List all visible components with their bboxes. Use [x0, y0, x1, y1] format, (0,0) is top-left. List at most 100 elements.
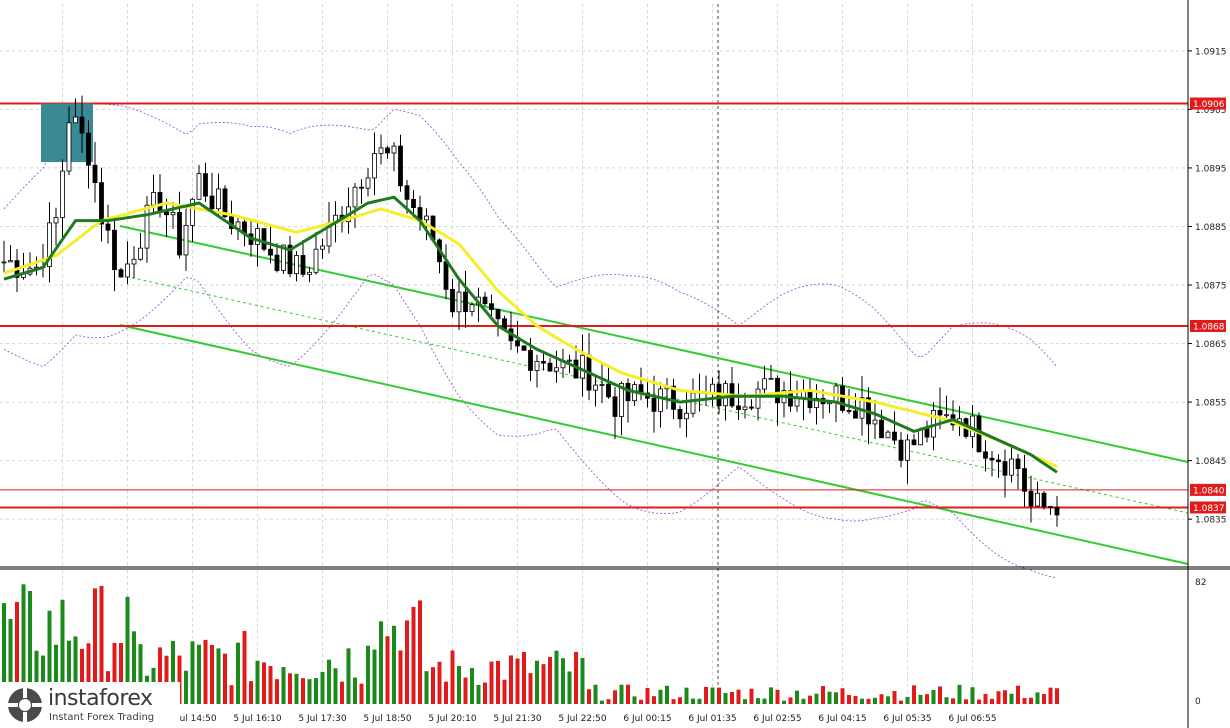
bollinger-lower	[3, 273, 1058, 579]
volume-bar	[593, 684, 598, 704]
volume-bar	[405, 620, 409, 704]
candle-body	[125, 263, 130, 278]
candle-body	[924, 428, 930, 438]
candle-body	[424, 215, 429, 221]
volume-bar	[229, 685, 234, 704]
volume-bar	[665, 685, 669, 704]
volume-bar	[171, 641, 175, 704]
volume-bar	[80, 648, 84, 704]
volume-bar	[951, 698, 955, 704]
candle-body	[300, 255, 306, 275]
volume-bar	[346, 648, 351, 704]
candle-body	[515, 340, 520, 347]
volume-bar	[314, 678, 318, 704]
candle-body	[131, 258, 137, 265]
x-tick-label: 5 Jul 18:50	[363, 714, 412, 724]
candle-body	[60, 170, 65, 218]
candle-body	[885, 431, 891, 439]
moving-averages	[3, 195, 1058, 474]
sma-fast-line	[3, 195, 1058, 474]
volume-bar	[788, 697, 793, 704]
volume-bar	[47, 610, 52, 704]
x-tick-label: 6 Jul 00:15	[623, 714, 671, 724]
candle-body	[268, 248, 273, 256]
volume-min-label: 0	[1195, 697, 1201, 707]
candle-body	[898, 439, 904, 461]
volume-bar	[424, 671, 429, 704]
candle-body	[398, 145, 403, 187]
candle-body	[203, 173, 208, 197]
horizontal-levels	[0, 102, 1188, 509]
volume-bar	[177, 655, 182, 704]
volume-bar	[600, 700, 604, 704]
volume-bar	[301, 678, 305, 704]
volume-bar	[769, 687, 773, 704]
candle-body	[365, 177, 371, 189]
candle-body	[157, 191, 163, 211]
volume-bar	[996, 691, 1001, 704]
candle-body	[521, 345, 527, 351]
volume-bar	[307, 679, 312, 704]
candle-body	[66, 122, 72, 172]
volume-bar	[938, 686, 942, 704]
level-badge	[1190, 319, 1226, 332]
volume-bar	[905, 697, 910, 704]
level-badges: 1.0906 1.0868 1.0840 1.0837	[1190, 97, 1226, 514]
volume-bar	[912, 685, 916, 704]
x-tick-label: 6 Jul 05:35	[883, 714, 931, 724]
candle-body	[762, 378, 767, 390]
candle-body	[378, 147, 384, 154]
volume-bar	[645, 687, 650, 704]
x-tick-label: 5 Jul 20:10	[428, 714, 477, 724]
candle-body	[47, 222, 52, 268]
candle-body	[385, 147, 390, 154]
volume-bar	[606, 699, 611, 704]
y-tick-label: 1.0915	[1195, 47, 1227, 57]
candle-body	[1002, 461, 1008, 476]
volume-bar	[41, 655, 45, 704]
volume-bar	[509, 655, 513, 704]
volume-bar	[743, 699, 747, 704]
volume-bar	[697, 698, 702, 704]
volume-bar	[892, 691, 897, 704]
candle-body	[736, 405, 741, 410]
volume-bar	[197, 644, 201, 704]
candle-body	[53, 217, 59, 224]
volume-bar	[385, 636, 390, 704]
volume-bar	[262, 662, 266, 704]
volume-bar	[983, 693, 988, 704]
candle-body	[79, 116, 85, 134]
level-badge-label: 1.0906	[1193, 100, 1225, 110]
level-badge-label: 1.0837	[1193, 504, 1225, 514]
volume-bar	[67, 640, 71, 704]
bollinger-upper	[3, 103, 1058, 368]
candle-body	[853, 410, 858, 419]
candle-body	[463, 291, 468, 312]
volume-bar	[977, 699, 981, 704]
volume-bar	[873, 697, 877, 704]
volume-bar	[1009, 693, 1014, 704]
x-tick-label: 6 Jul 02:55	[753, 714, 801, 724]
instaforex-logo-icon	[8, 688, 42, 722]
x-axis-tick-labels: 5 Jul 12:105 Jul 13:305 Jul 14:505 Jul 1…	[38, 714, 996, 724]
candle-body	[606, 384, 611, 398]
volume-bar	[184, 670, 188, 704]
volume-bar	[398, 650, 403, 704]
candle-body	[775, 377, 780, 404]
candle-body	[307, 271, 312, 275]
candle-body	[612, 396, 618, 417]
logo-tagline: Instant Forex Trading	[49, 712, 155, 723]
candle-body	[658, 388, 663, 412]
candle-body	[391, 145, 397, 154]
candle-body	[690, 392, 696, 414]
volume-bar	[210, 644, 214, 704]
candle-body	[541, 361, 546, 364]
volume-bar	[626, 684, 630, 704]
candle-body	[1009, 458, 1014, 476]
volume-bar	[333, 668, 338, 704]
volume-bar	[879, 694, 884, 704]
candle-body	[892, 431, 897, 441]
volume-bar	[431, 667, 435, 704]
candle-body	[281, 244, 286, 271]
